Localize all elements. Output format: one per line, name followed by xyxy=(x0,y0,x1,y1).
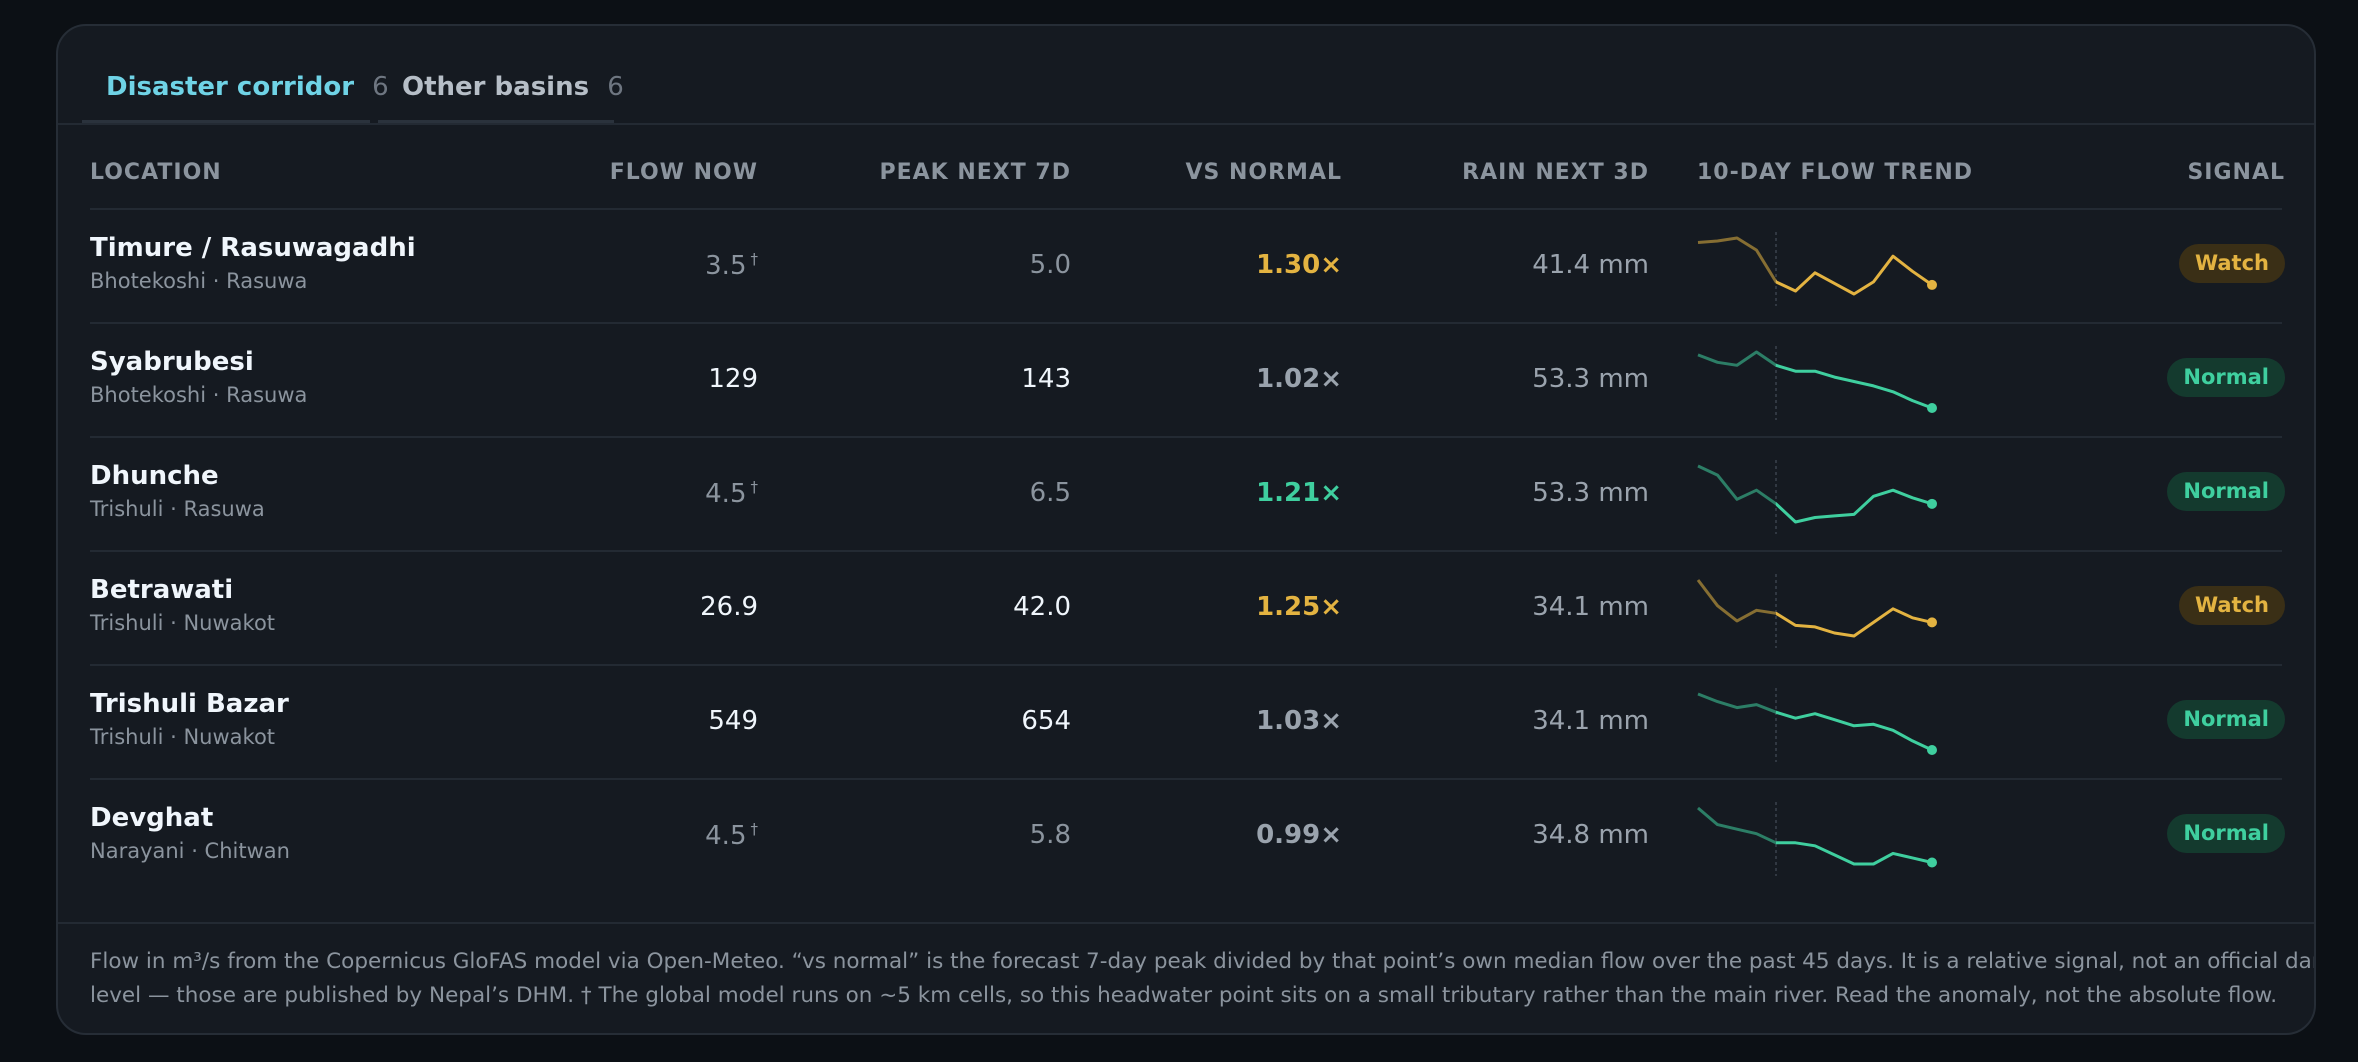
sparkline xyxy=(1697,688,1937,762)
signal-badge: Normal xyxy=(2167,358,2285,397)
sparkline xyxy=(1697,802,1937,876)
vs-normal: 1.30× xyxy=(1256,250,1342,280)
footer-text: Flow in m³/s from the Copernicus GloFAS … xyxy=(90,949,2316,974)
column-header: LOCATION xyxy=(90,160,222,185)
sparkline xyxy=(1696,574,1937,648)
sparkline xyxy=(1697,460,1937,534)
signal-badge: Watch xyxy=(2178,244,2285,283)
vs-normal: 0.99× xyxy=(1256,820,1342,850)
row-divider xyxy=(90,550,2282,552)
trend-end xyxy=(1927,857,1937,868)
footer-text: level — those are published by Nepal’s D… xyxy=(90,983,2278,1008)
rain: 34.1 mm xyxy=(1532,592,1649,622)
peak: 143 xyxy=(1021,364,1071,394)
flow-value: 549 xyxy=(708,706,758,736)
location-name: Dhunche xyxy=(90,461,219,491)
tab-border xyxy=(378,120,614,123)
location-sub: Bhotekoshi · Rasuwa xyxy=(90,383,308,407)
tab-border xyxy=(82,120,370,123)
row-divider xyxy=(90,208,2282,210)
trend-line xyxy=(1697,692,1933,752)
sparkline xyxy=(1697,232,1937,306)
location-sub: Trishuli · Nuwakot xyxy=(90,611,276,635)
location-name: Trishuli Bazar xyxy=(90,689,289,719)
trend-line xyxy=(1697,236,1933,296)
flow-value: 3.5 xyxy=(705,251,747,281)
signal-badge: Watch xyxy=(2178,586,2285,625)
tab-count: 6 xyxy=(607,72,624,102)
rain: 34.1 mm xyxy=(1532,706,1649,736)
vs-normal: 1.25× xyxy=(1256,592,1342,622)
flow-value: 4.5 xyxy=(705,479,747,509)
column-header: RAIN NEXT 3D xyxy=(1462,160,1649,185)
footer-divider xyxy=(58,922,2314,924)
column-header: VS NORMAL xyxy=(1185,160,1342,185)
location-sub: Trishuli · Rasuwa xyxy=(90,497,265,521)
column-header: FLOW NOW xyxy=(609,160,758,185)
rain: 34.8 mm xyxy=(1532,820,1649,850)
signal-badge: Normal xyxy=(2167,814,2285,853)
tab-divider xyxy=(58,123,2314,125)
rain: 53.3 mm xyxy=(1532,364,1649,394)
tab-label: Disaster corridor xyxy=(106,72,355,102)
trend-line xyxy=(1697,806,1933,866)
flow-note: † xyxy=(750,250,759,268)
signal-badge: Normal xyxy=(2167,700,2285,739)
trend-end xyxy=(1927,745,1937,755)
peak: 42.0 xyxy=(1013,592,1071,622)
sparkline xyxy=(1697,346,1937,420)
rain: 53.3 mm xyxy=(1532,478,1649,508)
trend-line xyxy=(1696,579,1933,638)
peak: 5.8 xyxy=(1029,820,1071,850)
flow-value: 26.9 xyxy=(700,592,758,622)
flow-now: 549 xyxy=(708,708,758,734)
column-header: 10-DAY FLOW TREND xyxy=(1697,160,1974,185)
trend-end xyxy=(1927,498,1937,509)
flow-now: 26.9 xyxy=(700,594,758,620)
tab[interactable]: Other basins 6 xyxy=(402,74,624,100)
location-name: Devghat xyxy=(90,803,214,833)
trend-end xyxy=(1927,617,1937,628)
trend-end xyxy=(1927,403,1937,413)
tab-label: Other basins xyxy=(402,72,590,102)
location-sub: Trishuli · Nuwakot xyxy=(90,725,276,749)
peak: 5.0 xyxy=(1029,250,1071,280)
flow-note: † xyxy=(750,820,759,838)
location-sub: Narayani · Chitwan xyxy=(90,839,290,863)
vs-normal: 1.03× xyxy=(1256,706,1342,736)
card: Disaster corridor 6 Other basins 6 Flow … xyxy=(56,24,2316,1035)
row-divider xyxy=(90,778,2282,780)
trend-line xyxy=(1697,350,1933,410)
location-sub: Bhotekoshi · Rasuwa xyxy=(90,269,308,293)
column-header: SIGNAL xyxy=(2187,160,2285,185)
column-header: PEAK NEXT 7D xyxy=(879,160,1071,185)
flow-value: 129 xyxy=(708,364,758,394)
location-name: Betrawati xyxy=(90,575,234,605)
flow-now: 3.5 † xyxy=(705,250,759,281)
trend-line xyxy=(1697,464,1933,524)
tab[interactable]: Disaster corridor 6 xyxy=(106,74,389,100)
tab-count: 6 xyxy=(372,72,389,102)
flow-now: 4.5 † xyxy=(705,820,759,851)
flow-now: 4.5 † xyxy=(705,478,759,509)
trend-end xyxy=(1927,279,1937,290)
row-divider xyxy=(90,664,2282,666)
vs-normal: 1.21× xyxy=(1256,478,1342,508)
row-divider xyxy=(90,436,2282,438)
peak: 6.5 xyxy=(1029,478,1071,508)
row-divider xyxy=(90,322,2282,324)
peak: 654 xyxy=(1021,706,1071,736)
location-name: Timure / Rasuwagadhi xyxy=(90,233,416,263)
signal-badge: Normal xyxy=(2167,472,2285,511)
flow-note: † xyxy=(750,478,759,496)
vs-normal: 1.02× xyxy=(1256,364,1342,394)
location-name: Syabrubesi xyxy=(90,347,254,377)
rain: 41.4 mm xyxy=(1532,250,1649,280)
flow-now: 129 xyxy=(708,366,758,392)
flow-value: 4.5 xyxy=(705,821,747,851)
